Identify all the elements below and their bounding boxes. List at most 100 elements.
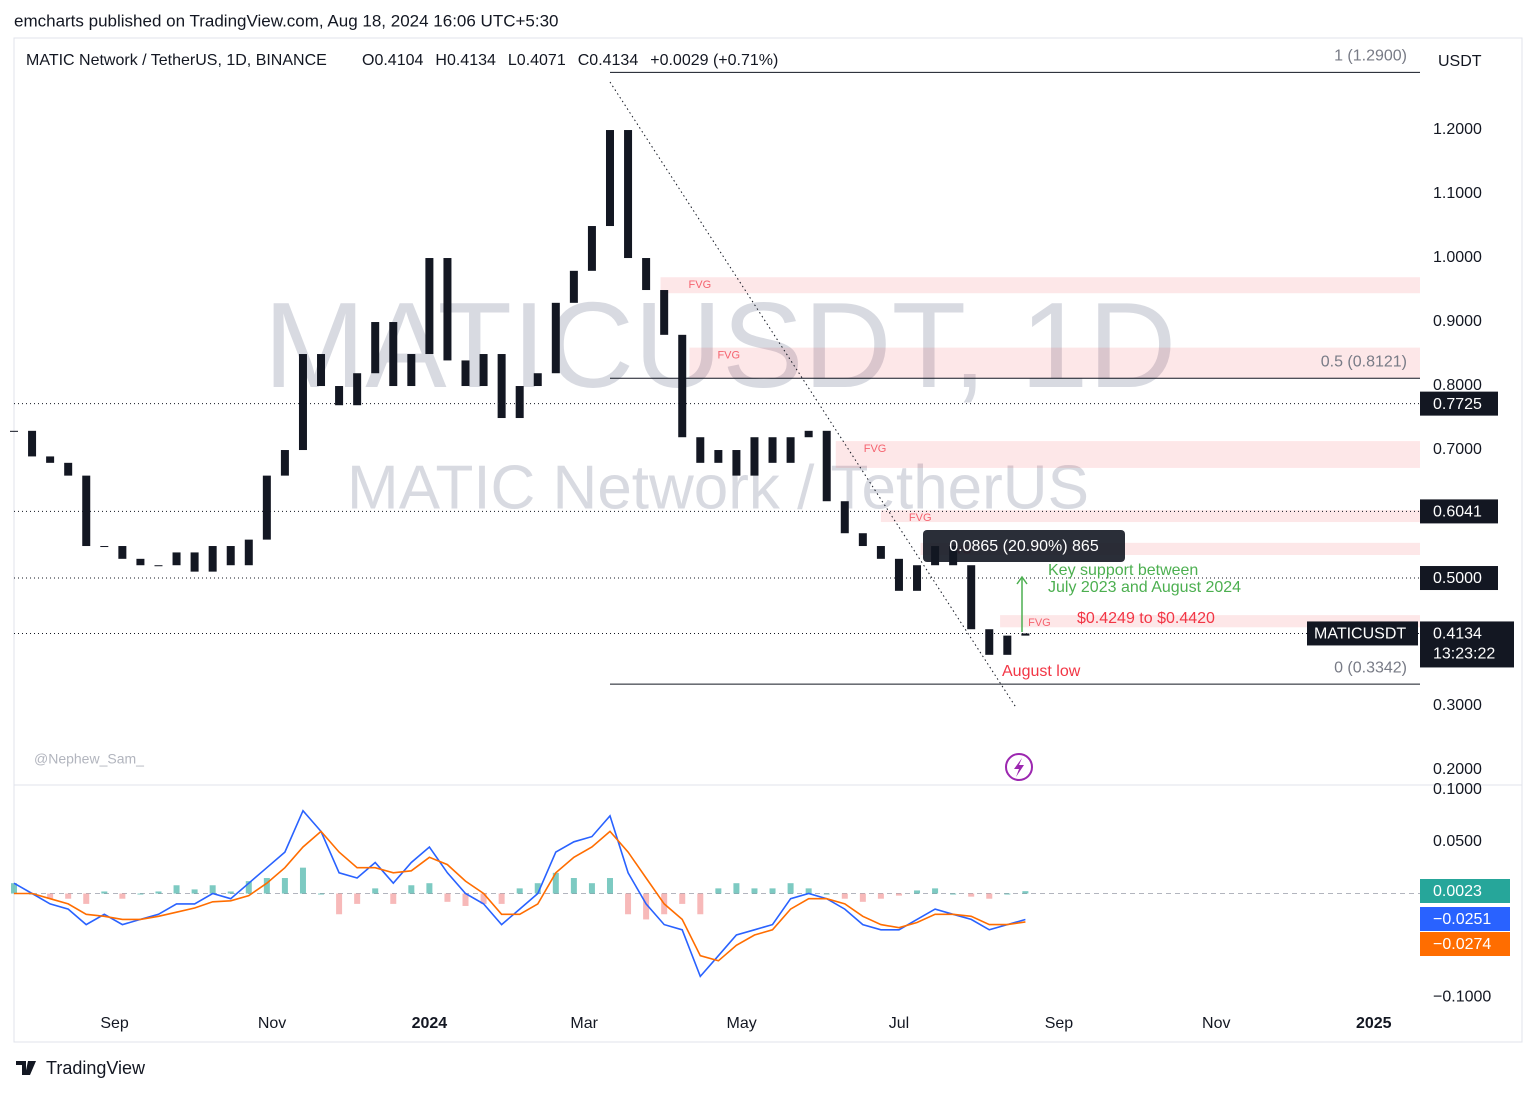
lightning	[1014, 758, 1024, 777]
candle	[389, 322, 398, 387]
trendline	[609, 81, 1017, 709]
level-tag: 0.5000	[1433, 570, 1482, 587]
level-tag-bg	[1420, 499, 1498, 524]
x-tick-label: Sep	[100, 1015, 129, 1032]
candle	[136, 558, 145, 566]
histogram-bar	[968, 893, 975, 897]
indicator-tag-bg	[1420, 932, 1510, 956]
histogram-bar	[914, 890, 921, 894]
candle	[642, 258, 651, 291]
chart-frame	[13, 37, 1523, 1043]
candle	[696, 437, 705, 463]
price-tag-bg	[1420, 621, 1514, 668]
logo: TradingView	[46, 1058, 146, 1078]
watermark-subtitle: MATIC Network / TetherUS	[347, 453, 1089, 522]
histogram-bar	[227, 891, 234, 894]
y-tick-label: 1.1000	[1433, 185, 1482, 202]
histogram-bar	[245, 881, 252, 894]
histogram-bar	[65, 893, 72, 899]
symbol-title: MATIC Network / TetherUS, 1D, BINANCE	[26, 52, 327, 69]
candle	[82, 475, 91, 547]
fib-label: 0.5 (0.8121)	[1321, 354, 1407, 371]
histogram-bar	[534, 883, 541, 894]
y-tick-label: 0.2000	[1433, 761, 1482, 778]
candle	[28, 430, 37, 457]
histogram-bar	[281, 878, 288, 894]
symbol-tag: MATICUSDT	[1314, 626, 1406, 643]
indicator-tag-bg	[1420, 879, 1510, 903]
histogram-bar	[1022, 891, 1029, 894]
histogram-bar	[787, 883, 794, 894]
author: @Nephew_Sam_	[34, 751, 144, 767]
candle	[894, 558, 903, 591]
candle	[461, 360, 470, 387]
annotation: July 2023 and August 2024	[1048, 579, 1241, 596]
logo-mark	[16, 1061, 36, 1075]
histogram-bar	[209, 885, 216, 894]
candle	[551, 302, 560, 374]
histogram-bar	[733, 883, 740, 894]
histogram-bar	[859, 893, 866, 902]
candle	[479, 354, 488, 387]
candle	[660, 290, 669, 335]
indicator-tag-bg	[1420, 907, 1510, 931]
candle	[624, 130, 633, 259]
histogram-bar	[570, 878, 577, 894]
axis-unit[interactable]: USDT	[1438, 53, 1482, 70]
histogram-bar	[263, 878, 270, 894]
ohlc-row: O0.4104 H0.4134 L0.4071 C0.4134 +0.0029 (+0.…	[362, 52, 778, 69]
y-tick-label: 0.0500	[1433, 833, 1482, 850]
candle	[154, 565, 163, 567]
candle	[605, 130, 614, 227]
y-tick-label: 1.0000	[1433, 249, 1482, 266]
fvg-label: FVG	[1028, 617, 1051, 629]
histogram-bar	[643, 893, 650, 920]
annotation: $0.4249 to $0.4420	[1077, 610, 1215, 627]
histogram-bar	[137, 893, 144, 895]
y-tick-label: 0.7000	[1433, 441, 1482, 458]
histogram-bar	[751, 888, 758, 894]
candle	[425, 258, 434, 355]
candle	[208, 546, 217, 572]
candle	[858, 533, 867, 547]
ohlc-value: H0.4134	[435, 52, 496, 69]
candle	[100, 546, 109, 548]
candle	[226, 546, 235, 566]
candle	[262, 475, 271, 540]
y-tick-label: 0.8000	[1433, 377, 1482, 394]
histogram-bar	[841, 893, 848, 899]
candle	[786, 437, 795, 463]
candle	[190, 552, 199, 572]
histogram-bar	[444, 893, 451, 902]
arrow-head	[1016, 575, 1028, 585]
histogram-bar	[679, 893, 686, 904]
histogram-bar	[191, 889, 198, 894]
x-tick-label: Mar	[570, 1015, 598, 1032]
fvg-zone	[689, 347, 1420, 379]
event-icon[interactable]	[1005, 753, 1033, 781]
y-tick-label: 0.3000	[1433, 697, 1482, 714]
countdown: 13:23:22	[1433, 646, 1495, 663]
x-tick-label: Sep	[1045, 1015, 1074, 1032]
y-tick-label: 0.1000	[1433, 781, 1482, 798]
histogram-bar	[426, 883, 433, 894]
annotation: Key support between	[1048, 562, 1198, 579]
candle	[280, 450, 289, 476]
histogram-bar	[155, 891, 162, 894]
candle	[1021, 633, 1030, 636]
macd-line	[14, 830, 1026, 962]
candle	[244, 539, 253, 566]
ohlc-value: +0.0029 (+0.71%)	[650, 52, 778, 69]
candle	[822, 430, 831, 502]
candle	[515, 386, 524, 419]
fvg-zone	[835, 441, 1420, 468]
indicator-tag: 0.0023	[1433, 883, 1482, 900]
histogram-bar	[299, 867, 306, 894]
histogram-bar	[119, 893, 126, 899]
symbol-tag-bg	[1307, 621, 1418, 646]
candle	[353, 373, 362, 406]
level-tag: 0.6041	[1433, 504, 1482, 521]
candle	[750, 437, 759, 476]
histogram-bar	[372, 888, 379, 894]
